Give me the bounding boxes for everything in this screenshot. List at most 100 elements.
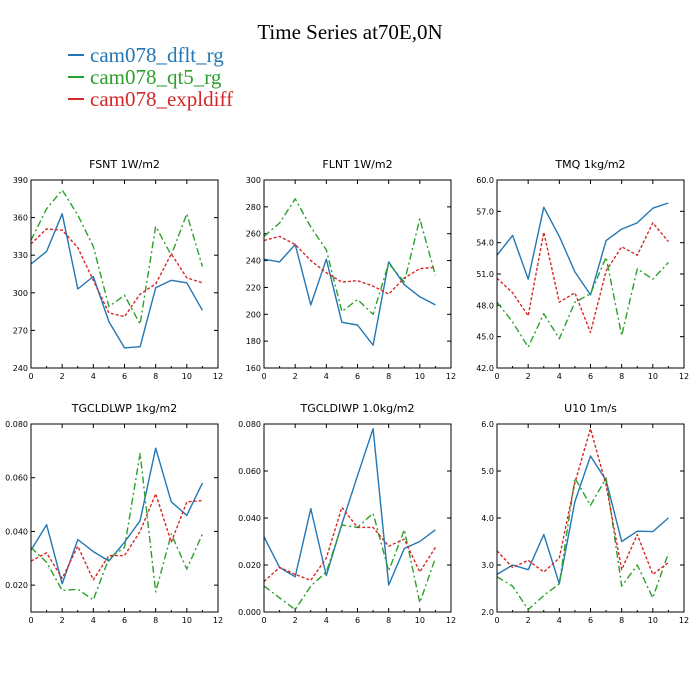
y-tick-label: 0.080 [5, 420, 28, 429]
y-tick-label: 5.0 [481, 467, 494, 476]
x-tick-label: 0 [494, 372, 499, 381]
plot-frame [263, 179, 452, 369]
y-tick-label: 3.0 [481, 561, 494, 570]
x-tick-label: 8 [619, 616, 624, 625]
y-tick-label: 57.0 [476, 207, 494, 216]
chart-panel-2: TMQ 1kg/m2 0 2 4 6 8 10 12 42.0 45.0 48.0 51.0 54.0 5… [476, 158, 689, 381]
y-tick-label: 330 [13, 251, 28, 260]
series-line-1 [496, 477, 670, 611]
x-tick-label: 12 [446, 372, 456, 381]
legend-swatch-qt5 [68, 76, 84, 78]
x-tick-label: 6 [588, 372, 593, 381]
x-tick-label: 12 [213, 372, 223, 381]
chart-panel-5: U10 1m/s 0 2 4 6 8 10 12 2.0 3.0 4.0 5.0 6.0 [481, 402, 689, 625]
series-line-0 [263, 243, 436, 346]
x-tick-label: 6 [122, 372, 127, 381]
y-tick-label: 200 [246, 310, 261, 319]
y-tick-label: 240 [13, 364, 28, 373]
x-tick-label: 0 [494, 616, 499, 625]
x-tick-label: 8 [153, 616, 158, 625]
x-tick-label: 8 [619, 372, 624, 381]
x-tick-label: 6 [355, 616, 360, 625]
series-line-1 [496, 256, 669, 348]
x-tick-label: 12 [446, 616, 456, 625]
plot-frame [496, 423, 685, 613]
series-line-0 [263, 428, 436, 586]
y-tick-label: 0.000 [238, 608, 261, 617]
y-tick-label: 0.060 [5, 474, 28, 483]
x-tick-label: 4 [91, 616, 96, 625]
series-line-1 [30, 452, 204, 601]
chart-panel-0: FSNT 1W/m2 0 2 4 6 8 10 12 240 270 300 330 360 390 [13, 158, 223, 381]
x-tick-label: 2 [60, 616, 65, 625]
y-tick-label: 51.0 [476, 270, 494, 279]
y-tick-label: 0.040 [5, 527, 28, 536]
x-tick-label: 2 [526, 372, 531, 381]
y-tick-label: 280 [246, 203, 261, 212]
chart-title: FLNT 1W/m2 [322, 158, 392, 171]
x-tick-label: 10 [648, 372, 658, 381]
y-tick-label: 4.0 [481, 514, 494, 523]
chart-panel-4: TGCLDIWP 1.0kg/m2 0 2 4 6 8 10 12 0.000 0.020 0.04… [238, 402, 456, 625]
y-tick-label: 240 [246, 257, 261, 266]
x-tick-label: 6 [355, 372, 360, 381]
x-tick-label: 12 [213, 616, 223, 625]
x-tick-label: 0 [261, 616, 266, 625]
figure-title: Time Series at70E,0N [257, 20, 443, 44]
y-tick-label: 0.060 [238, 467, 261, 476]
y-tick-label: 42.0 [476, 364, 494, 373]
y-tick-label: 260 [246, 230, 261, 239]
y-tick-label: 160 [246, 364, 261, 373]
series-line-2 [263, 506, 436, 583]
series-line-2 [496, 428, 669, 576]
y-tick-label: 45.0 [476, 333, 494, 342]
y-tick-label: 48.0 [476, 301, 494, 310]
x-tick-label: 10 [415, 372, 425, 381]
y-tick-label: 2.0 [481, 608, 494, 617]
x-tick-label: 0 [261, 372, 266, 381]
chart-panel-3: TGCLDLWP 1kg/m2 0 2 4 6 8 10 12 0.020 0.040 0.060 0… [5, 402, 223, 625]
x-tick-label: 2 [293, 372, 298, 381]
legend: cam078_dflt_rg cam078_qt5_rg cam078_expl… [68, 43, 234, 111]
chart-panel-1: FLNT 1W/m2 0 2 4 6 8 10 12 160 180 200 220 240 260 280… [246, 158, 456, 381]
series-line-0 [30, 213, 204, 349]
y-tick-label: 60.0 [476, 176, 494, 185]
series-line-0 [496, 202, 669, 296]
plot-frame [30, 179, 219, 369]
x-tick-label: 2 [526, 616, 531, 625]
x-tick-label: 4 [557, 372, 562, 381]
y-tick-label: 390 [13, 176, 28, 185]
x-tick-label: 10 [182, 616, 192, 625]
chart-title: FSNT 1W/m2 [89, 158, 160, 171]
x-tick-label: 4 [324, 372, 329, 381]
x-tick-label: 6 [588, 616, 593, 625]
x-tick-label: 2 [60, 372, 65, 381]
legend-swatch-dflt [68, 54, 84, 56]
series-line-0 [496, 455, 669, 585]
x-tick-label: 0 [28, 372, 33, 381]
series-line-2 [30, 493, 203, 581]
x-tick-label: 6 [122, 616, 127, 625]
plot-frame [30, 423, 219, 613]
x-tick-label: 0 [28, 616, 33, 625]
chart-title: TMQ 1kg/m2 [554, 158, 625, 171]
series-line-1 [30, 189, 204, 325]
y-tick-label: 360 [13, 214, 28, 223]
series-line-2 [30, 228, 203, 318]
y-tick-label: 54.0 [476, 239, 494, 248]
x-tick-label: 10 [182, 372, 192, 381]
chart-title: U10 1m/s [564, 402, 617, 415]
y-tick-label: 0.040 [238, 514, 261, 523]
legend-label-expldiff: cam078_expldiff [90, 86, 234, 111]
y-tick-label: 180 [246, 337, 261, 346]
chart-title: TGCLDIWP 1.0kg/m2 [299, 402, 414, 415]
series-line-1 [263, 512, 437, 611]
series-line-2 [496, 222, 669, 334]
series-line-2 [263, 235, 436, 295]
legend-entry-dflt: cam078_dflt_rg [68, 43, 233, 67]
plot-frame [263, 423, 452, 613]
x-tick-label: 4 [324, 616, 329, 625]
x-tick-label: 2 [293, 616, 298, 625]
legend-entry-qt5: cam078_qt5_rg [68, 65, 233, 89]
